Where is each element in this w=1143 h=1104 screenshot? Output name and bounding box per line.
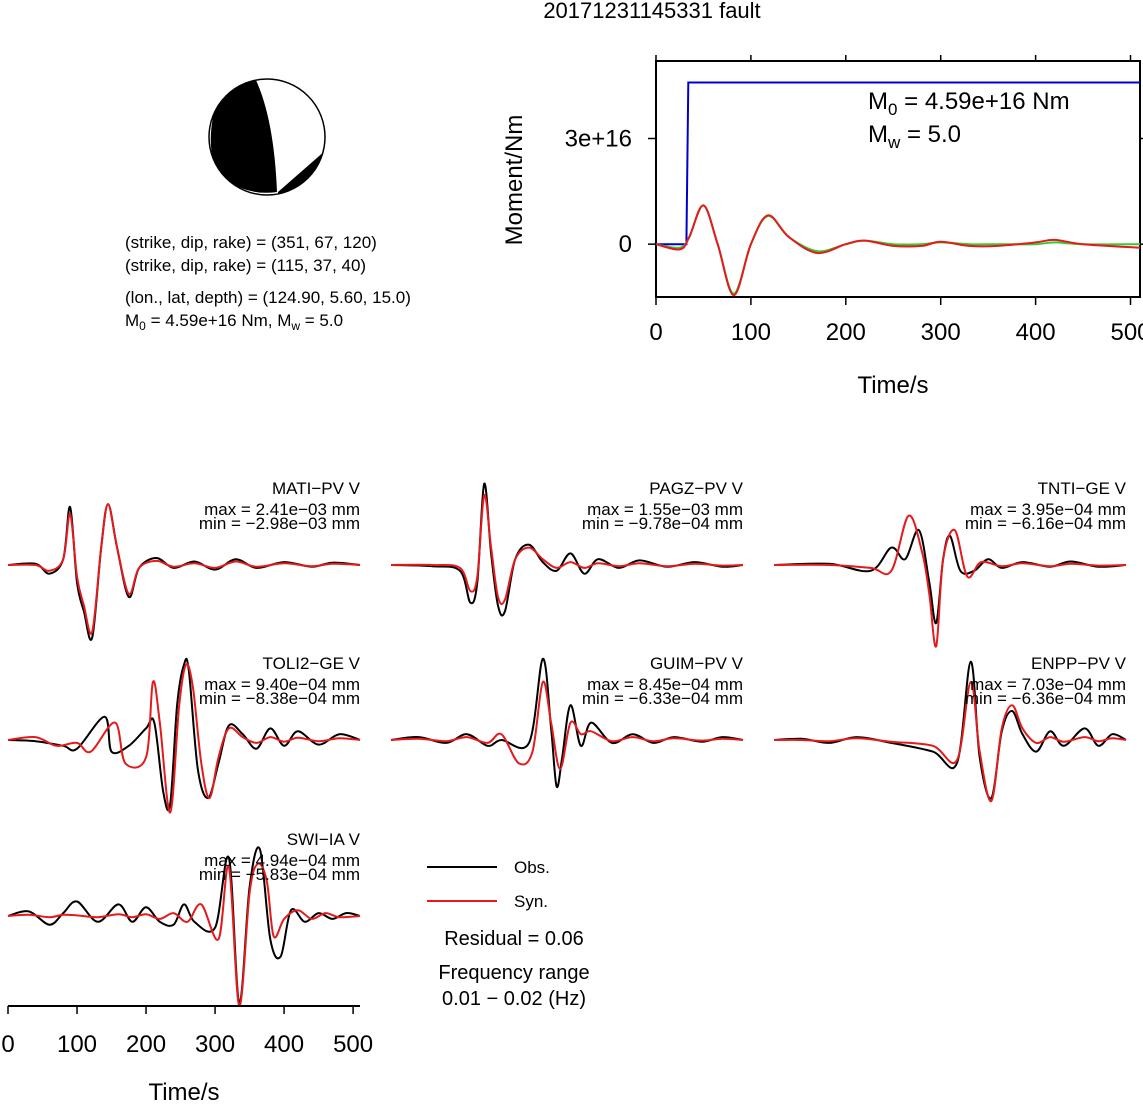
waveform-min-label: min = −6.33e−04 mm [582, 689, 743, 708]
stf-y-tick-label: 3e+16 [565, 125, 632, 152]
waveform-time-axis: 0 100 200 300 400 500 Time/s [1, 1005, 373, 1104]
figure-title: 20171231145331 fault [543, 0, 760, 23]
waveform-station-label: SWI−IA V [287, 830, 361, 849]
waveform-min-label: min = −5.83e−04 mm [199, 865, 360, 884]
stf-y-tick-label: 0 [619, 231, 632, 258]
waveform-x-tick-label: 300 [195, 1031, 235, 1058]
waveform-min-label: min = −8.38e−04 mm [199, 689, 360, 708]
stf-mw-annotation: Mw = 5.0 [868, 121, 961, 152]
waveform-station-label: GUIM−PV V [650, 654, 744, 673]
stf-series-1 [655, 204, 1141, 295]
waveform-obs [390, 482, 744, 617]
waveform-max-label: max = 4.94e−04 mm [204, 851, 360, 870]
waveform-obs [773, 529, 1127, 625]
waveform-syn [7, 663, 361, 814]
waveform-x-tick-label: 100 [57, 1031, 97, 1058]
waveform-station-label: TNTI−GE V [1038, 479, 1127, 498]
stf-m0-annotation: M0 = 4.59e+16 Nm [868, 88, 1070, 119]
waveform-syn [7, 503, 361, 635]
stf-x-tick-label: 400 [1016, 319, 1056, 346]
frequency-title: Frequency range [438, 962, 589, 984]
stf-ylabel: Moment/Nm [501, 115, 528, 246]
stf-frame [655, 60, 1141, 298]
waveform-min-label: min = −6.16e−04 mm [965, 514, 1126, 533]
stf-x-tick-label: 500 [1110, 319, 1143, 346]
beachball-plane1: (strike, dip, rake) = (351, 67, 120) [125, 233, 377, 252]
stf-chart: 0 100 200 300 400 500 0 3e+16 Time/s Moment/Nm… [501, 55, 1143, 399]
beachball-location: (lon., lat, depth) = (124.90, 5.60, 15.0… [125, 288, 411, 307]
waveform-station-label: PAGZ−PV V [649, 479, 743, 498]
waveform-syn [390, 680, 744, 771]
waveform-station-label: TOLI2−GE V [263, 654, 361, 673]
waveform-station-label: ENPP−PV V [1031, 654, 1127, 673]
waveform-max-label: max = 7.03e−04 mm [970, 675, 1126, 694]
beachball-moment: M0 = 4.59e+16 Nm, Mw = 5.0 [125, 311, 343, 333]
waveform-syn [773, 680, 1127, 802]
waveform-obs [7, 657, 361, 812]
waveform-x-tick-label: 500 [333, 1031, 373, 1058]
waveform-max-label: max = 8.45e−04 mm [587, 675, 743, 694]
frequency-value: 0.01 − 0.02 (Hz) [442, 988, 586, 1010]
stf-x-tick-label: 200 [826, 319, 866, 346]
stf-x-tick-label: 0 [649, 319, 662, 346]
stf-series-2 [655, 204, 1141, 297]
beachball-plane2: (strike, dip, rake) = (115, 37, 40) [125, 256, 366, 275]
residual-text: Residual = 0.06 [444, 928, 584, 950]
waveform-max-label: max = 9.40e−04 mm [204, 675, 360, 694]
stf-xlabel: Time/s [857, 372, 928, 399]
waveform-min-label: min = −9.78e−04 mm [582, 514, 743, 533]
waveform-min-label: min = −2.98e−03 mm [199, 514, 360, 533]
waveform-min-label: min = −6.36e−04 mm [965, 689, 1126, 708]
waveform-max-label: max = 2.41e−03 mm [204, 500, 360, 519]
waveform-max-label: max = 3.95e−04 mm [970, 500, 1126, 519]
stf-x-tick-label: 100 [731, 319, 771, 346]
legend: Obs. Syn. [427, 858, 550, 911]
waveform-obs [7, 846, 361, 1005]
stf-x-tick-label: 300 [921, 319, 961, 346]
legend-obs-label: Obs. [514, 858, 550, 877]
stf-series-0 [656, 81, 1140, 246]
waveform-syn [773, 514, 1127, 648]
waveform-x-tick-label: 400 [264, 1031, 304, 1058]
waveform-syn [7, 862, 361, 1007]
waveform-station-label: MATI−PV V [272, 479, 361, 498]
waveform-x-tick-label: 200 [126, 1031, 166, 1058]
waveform-xlabel: Time/s [148, 1079, 219, 1104]
legend-syn-label: Syn. [514, 892, 548, 911]
waveform-max-label: max = 1.55e−03 mm [587, 500, 743, 519]
beachball [208, 78, 326, 196]
waveform-syn [390, 494, 744, 605]
waveform-x-tick-label: 0 [1, 1031, 14, 1058]
